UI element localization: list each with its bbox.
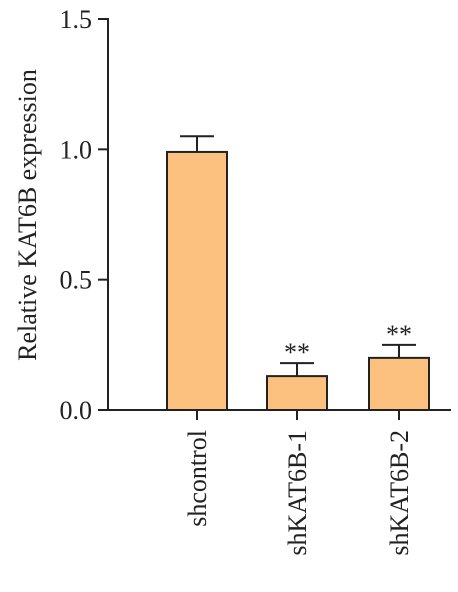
y-axis-title: Relative KAT6B expression <box>13 69 42 361</box>
x-tick-label-shKAT6B-2: shKAT6B-2 <box>385 430 414 556</box>
y-tick-label: 0.5 <box>60 266 93 295</box>
significance-shKAT6B-2: ** <box>386 320 412 349</box>
significance-annotations: ** ** <box>284 320 412 367</box>
x-tick-label-shKAT6B-1: shKAT6B-1 <box>283 430 312 556</box>
y-tick-label: 1.0 <box>60 135 93 164</box>
x-ticks: shcontrol shKAT6B-1 shKAT6B-2 <box>183 410 414 556</box>
significance-shKAT6B-1: ** <box>284 338 310 367</box>
error-bars <box>180 135 416 377</box>
bar-shcontrol <box>166 150 228 411</box>
y-ticks: 0.0 0.5 1.0 1.5 <box>60 5 108 425</box>
x-tick-label-shcontrol: shcontrol <box>183 430 212 527</box>
bar-shKAT6B-1 <box>266 375 328 412</box>
y-tick-label: 0.0 <box>60 396 93 425</box>
y-tick-label: 1.5 <box>60 5 93 34</box>
bar-shKAT6B-2 <box>368 356 430 412</box>
